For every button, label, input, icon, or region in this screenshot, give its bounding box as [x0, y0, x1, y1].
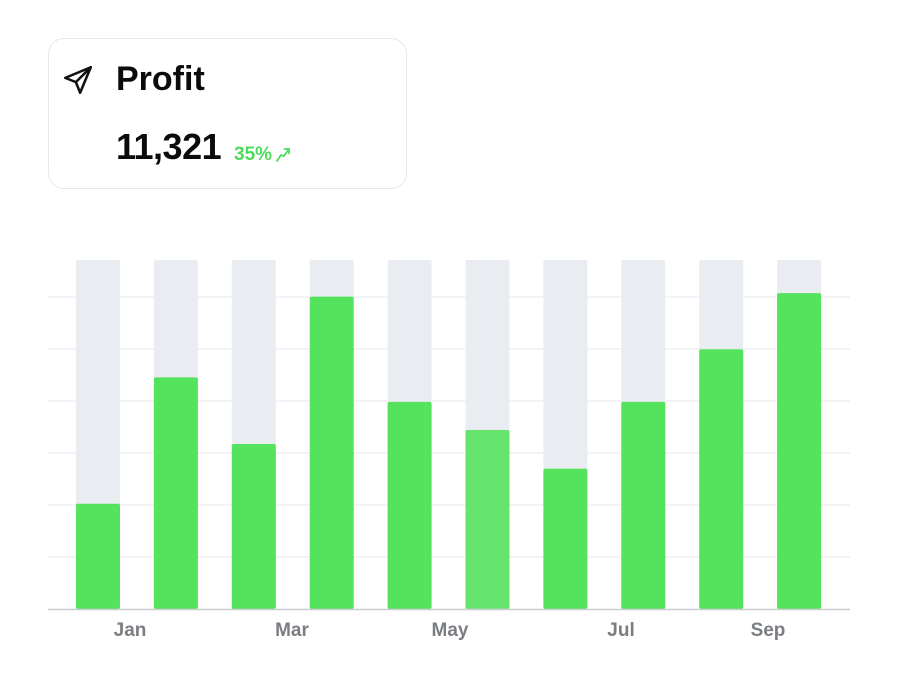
x-tick-label-may: May: [432, 620, 469, 641]
x-tick-label-mar: Mar: [275, 620, 309, 641]
bar-may[interactable]: [387, 401, 432, 609]
profit-value: 11,321: [116, 126, 222, 167]
profit-card: Profit 11,321 35%: [48, 38, 407, 189]
bar-sep[interactable]: [699, 349, 744, 609]
bar-oct[interactable]: [777, 293, 822, 609]
x-axis-labels: Jan Mar May Jul Sep: [114, 620, 786, 641]
bar-aug[interactable]: [621, 401, 666, 609]
bar-jun[interactable]: [465, 429, 510, 609]
profit-change-badge: 35%: [234, 143, 291, 167]
bar-feb[interactable]: [153, 377, 198, 609]
bar-jan[interactable]: [76, 503, 120, 609]
card-title: Profit: [116, 60, 205, 98]
trend-up-arrow-icon: [276, 148, 290, 162]
bar-jul[interactable]: [543, 468, 588, 609]
profit-change-value: 35%: [234, 144, 273, 165]
chart-bars: [76, 260, 822, 609]
bar-mar[interactable]: [231, 444, 276, 609]
bar-apr[interactable]: [309, 296, 354, 609]
x-tick-label-jan: Jan: [114, 620, 147, 641]
send-icon: [63, 65, 93, 95]
x-tick-label-jul: Jul: [607, 620, 634, 641]
x-tick-label-sep: Sep: [751, 620, 786, 641]
